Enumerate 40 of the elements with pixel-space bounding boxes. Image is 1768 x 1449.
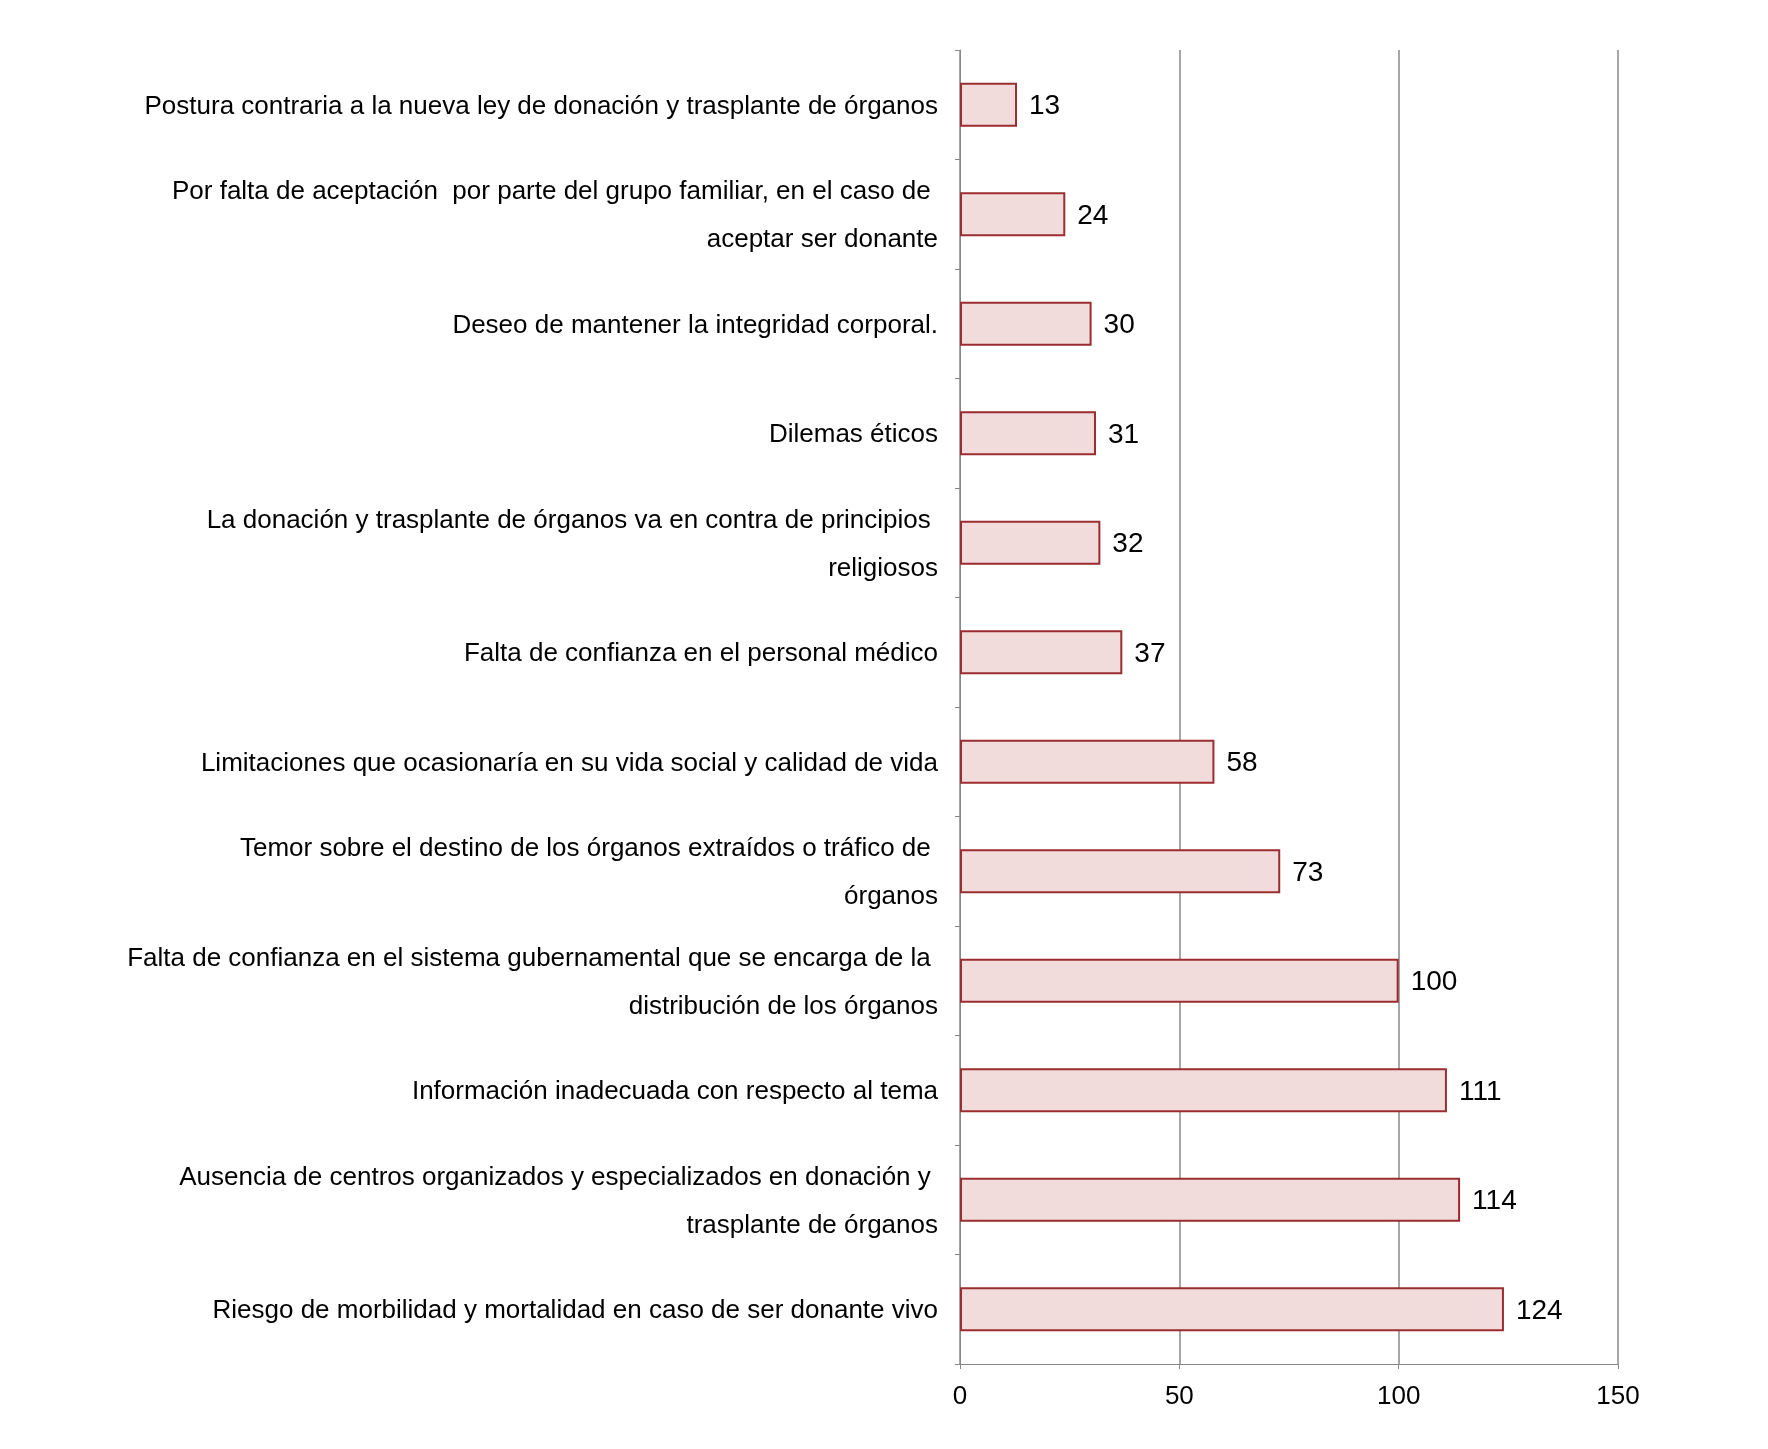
data-label: 32 <box>1112 527 1144 559</box>
data-label: 30 <box>1103 308 1135 340</box>
y-tick-label: Limitaciones que ocasionaría en su vida social y calidad de vida <box>200 746 939 777</box>
y-tick-label: Dilemas éticos <box>768 418 938 449</box>
bar <box>960 1287 1504 1332</box>
data-label: 100 <box>1410 965 1458 997</box>
y-tick-label: Por falta de aceptación por parte del grupo familiar, en el caso de aceptar ser donante <box>171 175 938 254</box>
y-tick-label: La donación y trasplante de órganos va en contra de principios religiosos <box>206 503 938 582</box>
bar <box>960 1177 1461 1222</box>
data-label: 114 <box>1472 1184 1517 1216</box>
data-label: 37 <box>1134 636 1166 668</box>
bar <box>960 630 1123 675</box>
bar <box>960 739 1215 784</box>
x-tick-label: 150 <box>1596 1380 1640 1410</box>
x-tick-label: 50 <box>1164 1380 1194 1410</box>
bar <box>960 411 1096 456</box>
bar <box>960 1068 1447 1113</box>
y-tick-label: Temor sobre el destino de los órganos extraídos o tráfico de órganos <box>239 832 938 911</box>
y-tick-label: Información inadecuada con respecto al tema <box>411 1075 939 1106</box>
x-tick-label: 100 <box>1376 1380 1421 1410</box>
data-label: 24 <box>1077 198 1109 230</box>
x-tick-label: 0 <box>952 1380 968 1410</box>
y-tick-label: Riesgo de morbilidad y mortalidad en caso de ser donante vivo <box>212 1294 938 1325</box>
data-label: 31 <box>1107 417 1140 449</box>
data-label: 13 <box>1029 89 1061 121</box>
bar <box>960 958 1399 1003</box>
data-label: 73 <box>1292 855 1324 887</box>
bar <box>960 192 1066 237</box>
bar <box>960 82 1018 127</box>
data-label: 111 <box>1458 1074 1502 1106</box>
y-tick-label: Falta de confianza en el personal médico <box>463 637 938 668</box>
bar <box>960 520 1101 565</box>
data-label: 124 <box>1515 1293 1563 1325</box>
y-tick-label: Ausencia de centros organizados y especializados en donación y trasplante de órganos <box>179 1160 938 1239</box>
y-tick-label: Falta de confianza en el sistema gubernamental que se encarga de la distribución de los órganos <box>127 941 938 1020</box>
y-tick-label: Postura contraria a la nueva ley de donación y trasplante de órganos <box>144 89 938 120</box>
bar <box>960 301 1092 346</box>
bar <box>960 849 1281 894</box>
y-tick-label: Deseo de mantener la integridad corporal. <box>452 308 938 339</box>
data-label: 58 <box>1226 746 1258 778</box>
